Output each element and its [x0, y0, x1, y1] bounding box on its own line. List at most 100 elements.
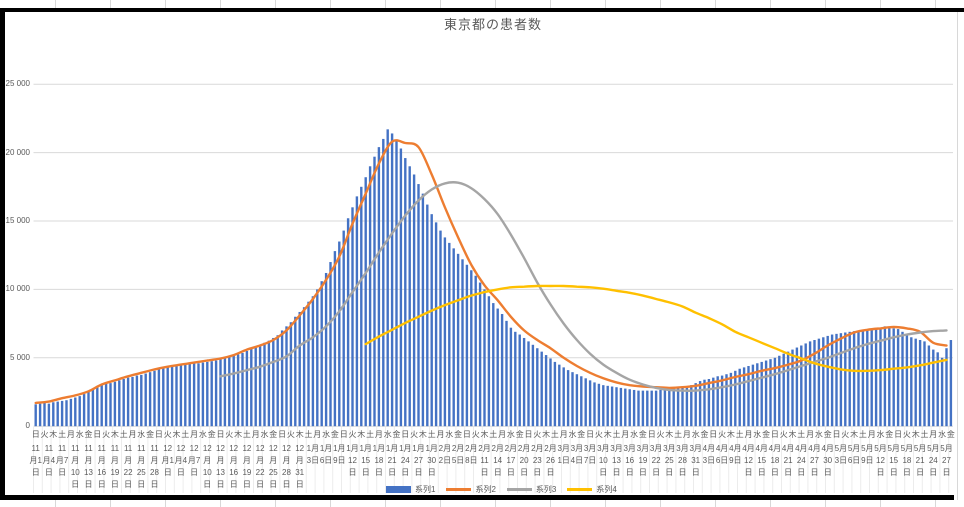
bar-series1 [562, 367, 565, 427]
bar-series1 [558, 364, 561, 427]
bar-series1 [126, 377, 130, 427]
bar-series1 [747, 366, 750, 427]
x-axis-date-label: 2月 5日 [451, 444, 465, 465]
bar-series1 [738, 368, 741, 427]
cell-gridline [440, 0, 441, 8]
bar-series1 [769, 359, 772, 427]
x-axis-weekday-label: 日 [524, 430, 533, 439]
x-axis-weekday-label: 金 [84, 430, 93, 439]
x-axis-weekday-label: 金 [638, 430, 647, 439]
bar-series1 [307, 301, 310, 427]
x-axis-date-label: 11 月 16 日 [97, 444, 107, 489]
x-axis-weekday-label: 月 [682, 430, 691, 439]
bar-series1 [135, 375, 139, 427]
bar-series1 [641, 390, 645, 427]
bar-series1 [100, 385, 103, 427]
bar-series1 [355, 196, 359, 427]
cell-gridline [660, 0, 661, 8]
bar-series1 [377, 147, 381, 427]
bar-series1 [764, 360, 768, 427]
x-axis-date-label: 11 月 28 日 [150, 444, 159, 489]
x-axis-weekday-label: 木 [603, 430, 612, 439]
x-axis-date-label: 1月 6日 [319, 444, 333, 465]
x-axis-weekday-label: 火 [718, 430, 727, 439]
x-axis-weekday-label: 日 [709, 430, 718, 439]
x-axis-weekday-label: 日 [93, 430, 102, 439]
line-series4 [364, 284, 948, 373]
bar-series1 [82, 394, 86, 427]
x-axis-weekday-label: 月 [744, 430, 753, 439]
bar-series1 [518, 334, 521, 427]
x-axis-weekday-label: 月 [929, 430, 938, 439]
bar-series1 [848, 331, 851, 427]
cell-gridline [110, 0, 111, 8]
legend-label: 系列1 [415, 484, 436, 494]
legend-item-series4[interactable]: 系列4 [567, 484, 617, 495]
bar-series1 [707, 379, 711, 427]
x-axis-date-label: 1月 21 日 [385, 444, 399, 477]
x-axis-date-label: 12 月 10 日 [202, 444, 212, 489]
bar-series1 [628, 389, 631, 427]
bar-series1 [448, 242, 451, 427]
x-axis-weekday-label: 木 [172, 430, 181, 439]
chart-legend: 系列1 系列2 系列3 系列4 [386, 482, 617, 496]
legend-item-series2[interactable]: 系列2 [446, 484, 496, 495]
bar-series1 [606, 385, 609, 427]
x-axis-weekday-label: 木 [480, 430, 489, 439]
x-axis-weekday-label: 木 [49, 430, 58, 439]
legend-label: 系列4 [596, 484, 617, 494]
bar-series1 [184, 364, 187, 427]
bar-series1 [509, 327, 513, 427]
bar-series1 [773, 357, 777, 427]
x-axis-weekday-label: 土 [612, 430, 621, 439]
bar-series1 [874, 329, 878, 427]
x-axis-weekday-label: 土 [181, 430, 190, 439]
y-axis-tick-label: 10 000 [5, 284, 30, 294]
legend-swatch-line-icon [506, 487, 532, 491]
bar-series1 [474, 275, 477, 427]
legend-label: 系列3 [535, 484, 557, 494]
bar-series1 [421, 193, 425, 427]
bar-series1 [351, 207, 354, 427]
bar-series1 [179, 365, 183, 427]
x-axis-date-label: 3月 22 日 [649, 444, 663, 477]
bar-series1 [672, 388, 675, 427]
spreadsheet-top-row [0, 0, 964, 8]
x-axis-weekday-label: 火 [471, 430, 480, 439]
bar-series1 [940, 357, 944, 427]
bar-series1 [685, 386, 689, 427]
x-axis-weekday-label: 火 [410, 430, 419, 439]
cell-gridline [55, 500, 56, 507]
x-axis-weekday-label: 金 [700, 430, 709, 439]
bar-series1 [936, 352, 939, 427]
x-axis-weekday-label: 土 [58, 430, 67, 439]
bar-series1 [866, 330, 869, 427]
x-axis-weekday-label: 火 [594, 430, 603, 439]
bar-series1 [544, 355, 548, 427]
cell-gridline [165, 0, 166, 8]
x-axis-weekday-label: 月 [498, 430, 507, 439]
bar-series1 [918, 340, 922, 427]
x-axis-date-label: 5月 27 日 [940, 444, 953, 477]
y-axis-tick-label: 0 [25, 421, 30, 431]
bar-series1 [382, 138, 385, 427]
x-axis-date-label: 5月 24 日 [927, 444, 940, 477]
x-axis-date-label: 12 月7 日 [187, 444, 201, 477]
bar-series1 [386, 129, 389, 427]
x-axis-date-label: 4月 24 日 [795, 444, 808, 477]
x-axis-weekday-label: 火 [163, 430, 172, 439]
bar-series1 [632, 389, 636, 427]
line-series2 [34, 139, 948, 405]
bar-series1 [650, 390, 653, 427]
bar-series1 [60, 400, 64, 427]
cell-gridline [880, 500, 881, 507]
bar-series1 [236, 354, 240, 427]
bar-series1 [536, 348, 539, 427]
legend-item-series3[interactable]: 系列3 [506, 484, 557, 495]
bar-series1 [267, 340, 271, 427]
x-axis-date-label: 11 月 13 日 [84, 444, 93, 489]
legend-item-series1[interactable]: 系列1 [386, 484, 435, 495]
bar-series1 [254, 346, 257, 427]
x-axis-weekday-label: 土 [674, 430, 683, 439]
bar-series1 [483, 289, 486, 427]
